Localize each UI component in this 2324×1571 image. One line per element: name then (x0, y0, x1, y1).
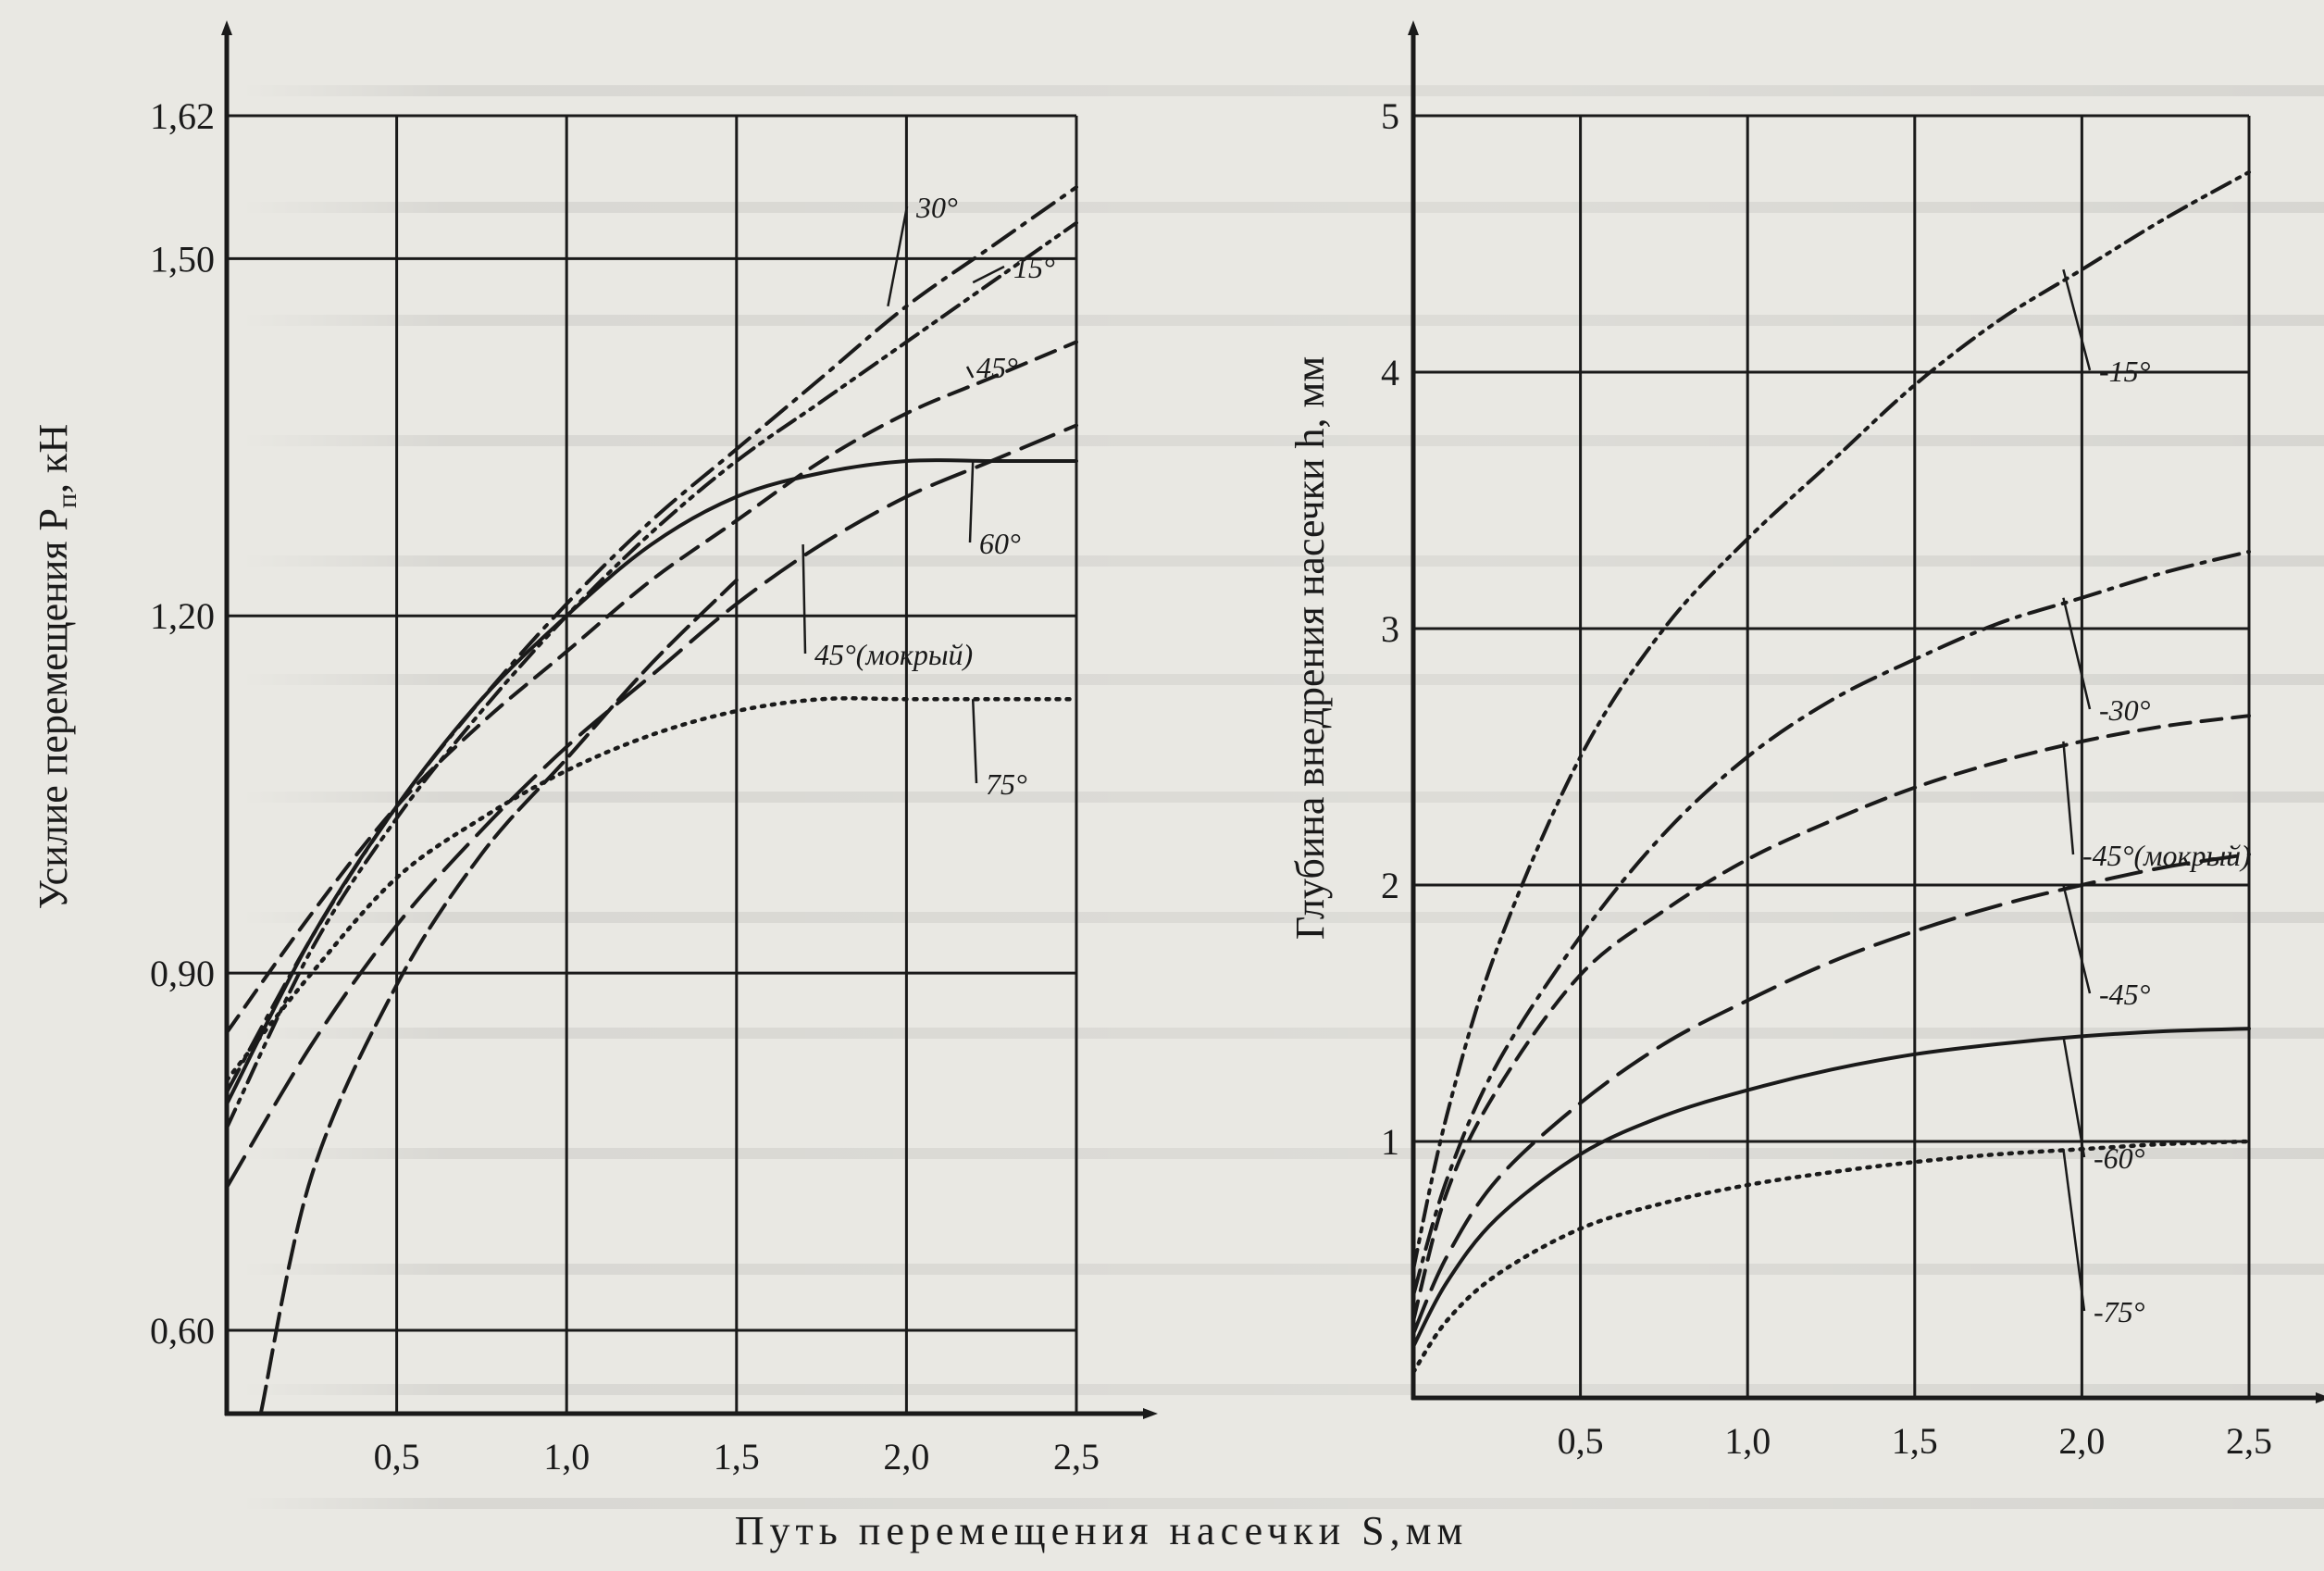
series-leader-line (2062, 741, 2075, 855)
series-line-75 (224, 696, 1079, 1083)
series-label-45: -45° (2099, 978, 2151, 1011)
series-line-30 (1411, 549, 2251, 1298)
series-label-45: 45° (976, 351, 1018, 384)
series-leader-line (2062, 1149, 2086, 1312)
series-leader-line (2062, 597, 2092, 710)
series-leader-line (2062, 1036, 2086, 1158)
y-tick-label: 1,20 (150, 595, 215, 637)
x-tick-label: 0,5 (1558, 1420, 1604, 1462)
x-tick-label: 2,5 (1053, 1436, 1100, 1477)
series-line-45 (1411, 852, 2251, 1336)
series-label-15: 15° (1013, 251, 1055, 284)
series-label-30: -30° (2099, 693, 2151, 727)
series-label-75: -75° (2094, 1295, 2145, 1328)
right-y-axis-title: Глубина внедрения насечки h, мм (1287, 356, 1333, 940)
series-label-75: 75° (986, 767, 1027, 801)
x-tick-label: 2,5 (2226, 1420, 2272, 1462)
left-y-axis-title: Усилие перемещения Pп, кН (31, 424, 82, 909)
x-tick-label: 1,0 (1724, 1420, 1771, 1462)
series-line-15 (225, 220, 1078, 1130)
series-leader-line (2062, 268, 2092, 371)
series-line-60 (1411, 1027, 2251, 1349)
x-tick-label: 1,5 (714, 1436, 760, 1477)
series-line-unlabeled (258, 578, 739, 1415)
y-tick-label: 0,60 (150, 1310, 215, 1352)
series-line-15 (1411, 169, 2251, 1272)
series-leader-line (2062, 884, 2092, 994)
x-axis-title: Путь перемещения насечки S,мм (735, 1508, 1469, 1553)
series-leader-line (802, 544, 807, 655)
series-line-45 (225, 423, 1078, 1190)
y-tick-label: 1,50 (150, 238, 215, 280)
x-tick-label: 2,0 (883, 1436, 929, 1477)
series-leader-line (887, 206, 909, 307)
series-label-60: 60° (979, 527, 1021, 560)
series-line-45 (225, 340, 1078, 1035)
series-leader-line (971, 699, 978, 784)
x-tick-label: 0,5 (374, 1436, 420, 1477)
y-tick-label: 2 (1381, 865, 1399, 906)
y-tick-label: 5 (1381, 95, 1399, 137)
x-tick-label: 1,5 (1892, 1420, 1938, 1462)
series-leader-line (968, 460, 975, 543)
y-tick-label: 1 (1381, 1121, 1399, 1163)
series-label-45: 45°(мокрый) (814, 638, 973, 671)
series-label-15: -15° (2099, 355, 2151, 388)
y-tick-label: 4 (1381, 352, 1399, 393)
y-tick-label: 3 (1381, 608, 1399, 650)
series-label-30: 30° (915, 191, 958, 224)
series-leader-line (972, 265, 1005, 284)
series-line-45 (1411, 714, 2251, 1323)
y-tick-label: 0,90 (150, 953, 215, 994)
chart-right-depth: 0,5 1,0 1,5 2,0 2,512345-15°-30°-45°(мокрый)… (1381, 20, 2324, 1462)
grid (1413, 114, 2251, 1398)
y-tick-label: 1,62 (150, 95, 215, 137)
x-tick-label: 2,0 (2058, 1420, 2105, 1462)
series-leader-line (965, 366, 975, 379)
x-tick-label: 1,0 (543, 1436, 590, 1477)
grid (227, 114, 1078, 1414)
series-line-60 (225, 458, 1078, 1106)
chart-left-force: 0,5 1,0 1,5 2,0 2,5 0,60 0,90 1,20 1,50 1,62 30° 15… (150, 20, 1158, 1477)
series-line-75 (1411, 1139, 2252, 1375)
